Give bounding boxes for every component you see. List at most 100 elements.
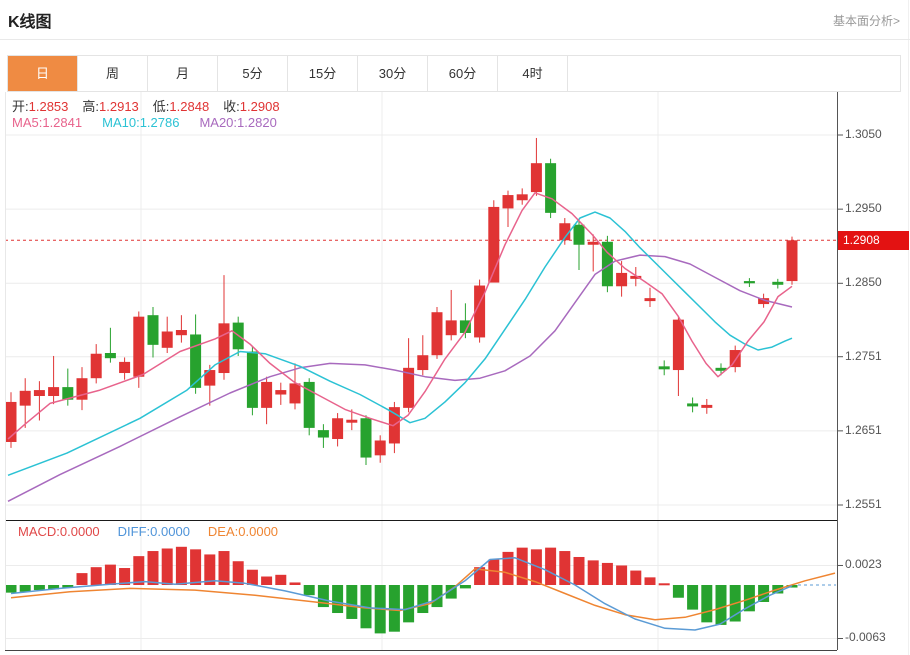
macd-bar xyxy=(559,551,571,585)
candle-body xyxy=(374,440,386,456)
candle-body xyxy=(701,404,713,408)
candle-body xyxy=(104,353,116,359)
macd-bar xyxy=(19,585,31,592)
candle-body xyxy=(672,319,684,371)
candle-body xyxy=(161,331,173,348)
candle-body xyxy=(658,366,670,370)
tab-4时[interactable]: 4时 xyxy=(498,56,568,91)
legend-item: 低:1.2848 xyxy=(152,99,210,114)
candle-body xyxy=(573,224,585,245)
macd-bar xyxy=(530,549,542,585)
macd-bar xyxy=(644,577,656,585)
candle-body xyxy=(5,401,17,442)
macd-bar xyxy=(630,570,642,585)
candle-body xyxy=(147,315,159,345)
candle-body xyxy=(502,195,514,209)
tab-日[interactable]: 日 xyxy=(8,56,78,91)
macd-bar xyxy=(5,585,17,593)
candle-body xyxy=(76,378,88,400)
page-title: K线图 xyxy=(8,14,52,31)
axis-tick-label: 1.2551 xyxy=(845,497,882,511)
macd-bar xyxy=(317,585,329,608)
macd-bar xyxy=(573,556,585,585)
macd-bar xyxy=(76,573,88,585)
macd-bar xyxy=(62,585,74,588)
macd-bar xyxy=(445,585,457,599)
macd-bar xyxy=(133,556,145,585)
macd-bar xyxy=(672,585,684,598)
macd-bar xyxy=(658,583,670,586)
candle-body xyxy=(559,223,571,241)
macd-bar xyxy=(190,549,202,585)
legend-item: 收:1.2908 xyxy=(223,99,280,114)
legend-item: 开:1.2853 xyxy=(12,99,69,114)
candle-body xyxy=(743,281,755,284)
axis-tick-label: 1.2950 xyxy=(845,201,882,216)
macd-bar xyxy=(417,585,429,614)
axis-tick-label: 1.2651 xyxy=(845,422,882,437)
legend-item: MA10:1.2786 xyxy=(102,115,180,130)
macd-bar xyxy=(119,568,131,585)
candle-body xyxy=(729,350,741,368)
candle-body xyxy=(445,320,457,336)
candle-body xyxy=(261,381,273,408)
macd-bar xyxy=(161,548,173,585)
tab-月[interactable]: 月 xyxy=(148,56,218,91)
candle-body xyxy=(516,194,528,201)
macd-bar xyxy=(175,546,187,585)
macd-bar xyxy=(303,585,315,596)
candle-body xyxy=(175,330,187,336)
macd-bar xyxy=(246,569,258,585)
axis-tick-label: 0.0023 xyxy=(845,557,882,572)
tab-周[interactable]: 周 xyxy=(78,56,148,91)
axis-tick-label: 1.2751 xyxy=(845,348,882,363)
candle-body xyxy=(346,419,358,423)
candle-body xyxy=(488,206,500,283)
header-divider xyxy=(0,39,910,40)
tab-15分[interactable]: 15分 xyxy=(288,56,358,91)
candle-body xyxy=(62,387,74,400)
macd-bar xyxy=(687,585,699,610)
legend-item: DEA:0.0000 xyxy=(207,524,279,539)
axis-tick-label: 1.3050 xyxy=(845,127,882,141)
macd-bar xyxy=(204,554,216,585)
candle-body xyxy=(48,387,60,397)
candle-body xyxy=(33,390,45,397)
axis-tick-label: -0.0063 xyxy=(845,630,886,645)
candle-body xyxy=(90,353,102,379)
macd-bar xyxy=(232,561,244,585)
macd-bar xyxy=(474,567,486,585)
macd-bar xyxy=(516,547,528,585)
candle-body xyxy=(417,355,429,371)
macd-bar xyxy=(545,547,557,585)
legend-item: MA5:1.2841 xyxy=(12,115,83,130)
candle-body xyxy=(204,370,216,386)
candle-body xyxy=(772,281,784,285)
candle-body xyxy=(587,241,599,245)
tab-5分[interactable]: 5分 xyxy=(218,56,288,91)
candle-body xyxy=(360,418,372,458)
candle-body xyxy=(289,383,301,404)
tab-30分[interactable]: 30分 xyxy=(358,56,428,91)
tab-60分[interactable]: 60分 xyxy=(428,56,498,91)
legend-item: MACD:0.0000 xyxy=(18,524,100,539)
candle-body xyxy=(275,390,287,395)
macd-bar xyxy=(332,585,344,614)
macd-bar xyxy=(147,551,159,585)
macd-bar xyxy=(431,585,443,608)
macd-bar xyxy=(715,585,727,625)
macd-bar xyxy=(459,585,471,589)
macd-bar xyxy=(48,585,60,590)
candle-body xyxy=(246,351,258,408)
macd-bar xyxy=(33,585,45,591)
candle-body xyxy=(786,240,798,282)
dea-line xyxy=(10,568,836,621)
candle-body xyxy=(190,334,202,388)
macd-bar xyxy=(616,565,628,585)
ma-legend: MA5:1.2841 MA10:1.2786 MA20:1.2820 xyxy=(12,115,277,130)
candle-body xyxy=(644,298,656,302)
fundamental-analysis-link[interactable]: 基本面分析> xyxy=(832,14,900,28)
macd-bar xyxy=(701,585,713,623)
